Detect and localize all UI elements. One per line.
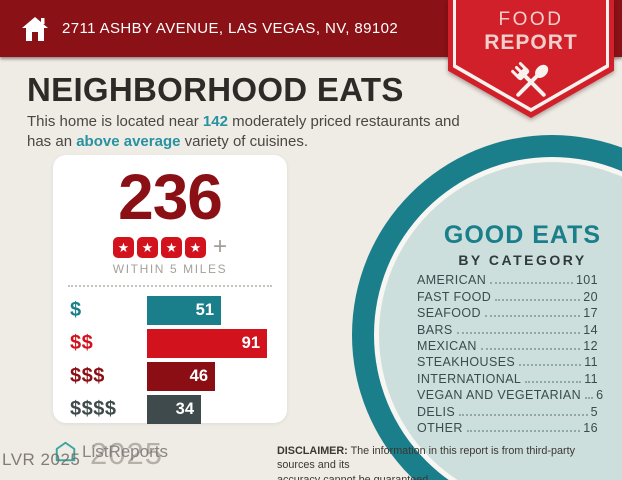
category-row: MEXICAN 12 (417, 337, 598, 353)
category-row: BARS 14 (417, 320, 598, 337)
page-title: NEIGHBORHOOD EATS (27, 71, 404, 108)
good-eats-subtitle: BY CATEGORY (458, 252, 587, 268)
intro-text: This home is located near 142 moderately… (27, 112, 497, 153)
category-row: FAST FOOD 20 (417, 287, 598, 304)
category-value: 6 (596, 388, 604, 403)
category-value: 11 (584, 371, 598, 386)
badge-text: FOOD REPORT (448, 9, 614, 55)
watermark-small: LVR 2025 (2, 450, 81, 469)
bar-value: 46 (189, 367, 208, 386)
category-row: INTERNATIONAL 11 (417, 369, 598, 386)
intro-line1-pre: This home is located near (27, 113, 203, 130)
badge-line1: FOOD (498, 9, 564, 30)
bar: 46 (147, 362, 215, 392)
category-value: 101 (575, 273, 598, 288)
star-icon: ★ (112, 236, 134, 258)
category-label: MEXICAN (417, 338, 477, 353)
category-value: 14 (583, 322, 598, 337)
rating-stars: ★ ★ ★ ★ + (53, 233, 287, 261)
star-icon: ★ (184, 236, 206, 258)
dotted-leader (525, 380, 582, 383)
category-label: OTHER (417, 420, 463, 435)
summary-card: 236 ★ ★ ★ ★ + WITHIN 5 MILES $51 $$ 91 $$$ 46 $$$… (53, 155, 287, 425)
category-label: INTERNATIONAL (417, 371, 522, 386)
bar-category-label: $$$$ (70, 398, 117, 421)
price-bar-chart: $51 $$ 91 $$$ 46 $$$$ 34 (53, 296, 287, 425)
category-label: VEGAN AND VEGETARIAN (417, 388, 582, 403)
good-eats-title: GOOD EATS (443, 221, 602, 249)
dotted-leader (490, 282, 573, 285)
disclaimer: DISCLAIMER: The information in this repo… (277, 444, 613, 480)
category-list: AMERICAN 101 FAST FOOD 20 SEAFOOD 17 BARS 14 MEX… (417, 271, 603, 435)
bar-value: 51 (195, 301, 214, 320)
food-report-badge: FOOD REPORT (448, 0, 614, 118)
category-value: 17 (583, 306, 598, 321)
total-restaurants: 236 (118, 161, 223, 233)
category-label: FAST FOOD (417, 289, 492, 304)
category-value: 16 (583, 420, 598, 435)
bar-category-label: $$ (70, 332, 94, 355)
radius-caption: WITHIN 5 MILES (112, 262, 228, 277)
category-row: SEAFOOD 17 (417, 304, 598, 320)
bar-row: $$ 91 (70, 329, 287, 359)
badge-line2: REPORT (484, 31, 578, 54)
category-row: OTHER 16 (417, 419, 598, 435)
bar-category-label: $$$ (70, 365, 105, 388)
category-label: STEAKHOUSES (417, 355, 516, 370)
logo-house-icon (55, 441, 76, 462)
bar-value: 91 (241, 334, 260, 353)
category-value: 5 (590, 404, 598, 419)
dotted-leader (459, 413, 588, 416)
category-row: DELIS 5 (417, 402, 598, 419)
star-icon: ★ (136, 236, 158, 258)
intro-line2-pre: has an (27, 133, 77, 151)
star-icon: ★ (160, 236, 182, 258)
dotted-leader (495, 298, 581, 301)
bar: 51 (147, 296, 221, 326)
dotted-leader (585, 397, 594, 400)
listreports-logo: ListReports (55, 441, 168, 462)
category-label: BARS (417, 322, 453, 337)
good-eats-header: GOOD EATS BY CATEGORY (420, 221, 622, 268)
bar: 91 (147, 329, 267, 359)
category-value: 12 (583, 338, 598, 353)
bar-row: $51 (70, 296, 287, 326)
bar-value: 34 (175, 400, 194, 419)
disclaimer-label: DISCLAIMER: (277, 445, 348, 457)
logo-text: ListReports (82, 441, 168, 461)
category-row: VEGAN AND VEGETARIAN 6 (417, 386, 603, 403)
intro-line2-post: variety of cuisines. (180, 133, 309, 151)
bar-row: $$$ 46 (70, 362, 287, 392)
bar-row: $$$$ 34 (70, 395, 287, 425)
intro-line1-post: moderately priced restaurants and (227, 113, 460, 130)
dotted-leader (484, 315, 581, 318)
house-icon (22, 16, 48, 41)
bar-category-label: $ (70, 299, 82, 322)
watermark-large: 2025 (90, 436, 163, 471)
variety-highlight: above average (76, 133, 181, 151)
dotted-divider (68, 285, 272, 288)
category-label: AMERICAN (417, 273, 487, 288)
category-value: 20 (583, 289, 598, 304)
dotted-leader (466, 429, 581, 432)
dotted-leader (456, 331, 581, 334)
disclaimer-line2: accuracy cannot be guaranteed. (277, 473, 432, 480)
dotted-leader (480, 347, 581, 350)
bar: 34 (147, 395, 201, 425)
category-label: DELIS (417, 404, 456, 419)
category-value: 11 (584, 355, 598, 370)
disclaimer-line1: The information in this report is from t… (277, 445, 576, 472)
plus-icon: + (212, 233, 227, 261)
category-row: AMERICAN 101 (417, 271, 598, 287)
crossed-spoon-fork-icon (511, 62, 549, 97)
category-row: STEAKHOUSES 11 (417, 353, 598, 369)
category-label: SEAFOOD (417, 306, 481, 321)
dotted-leader (519, 364, 582, 367)
restaurant-count-highlight: 142 (202, 113, 228, 130)
property-address: 2711 ASHBY AVENUE, LAS VEGAS, NV, 89102 (62, 20, 399, 37)
